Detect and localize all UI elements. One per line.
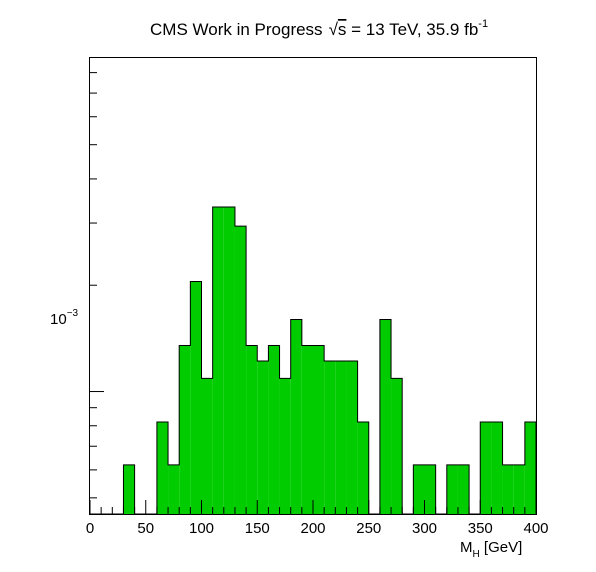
histogram-bar [179,345,191,514]
title-exponent: -1 [478,18,488,30]
x-tick-label: 150 [245,520,270,537]
histogram-bar [413,464,425,514]
x-axis-label-main: M [460,539,473,556]
histogram-bar [201,378,213,514]
histogram-bar [223,207,235,514]
histogram-bar [246,345,258,514]
histogram-bar [123,464,135,514]
histogram-bar [502,464,514,514]
plot-frame [89,57,537,515]
histogram-bar [212,207,224,514]
histogram-bar [457,464,470,514]
histogram-bar [234,226,247,514]
histogram-bar [279,378,291,514]
histogram-bar [379,319,392,514]
histogram-bar [324,361,336,514]
x-tick-label: 0 [86,520,94,537]
x-tick-label: 200 [300,520,325,537]
histogram-bar [268,345,280,514]
histogram-bar [190,281,202,514]
histogram-bar [491,421,503,514]
y-tick-label-exponent: −3 [67,308,79,319]
x-axis-tick-labels: 0 50 100 150 200 250 300 350 400 [86,520,549,537]
histogram-bar [335,361,347,514]
x-axis-ticks [89,500,537,514]
histogram-bar [446,464,458,514]
histogram-bar [346,361,358,514]
title-s: s [338,20,347,39]
histogram-bar [480,421,492,514]
histogram-outline [90,206,537,515]
histogram-bar [391,378,403,514]
x-tick-label: 50 [137,520,154,537]
histogram-bar [524,421,536,514]
histogram-bar [156,421,169,514]
histogram-bar [301,345,313,514]
chart-title: CMS Work in Progress √s = 13 TeV, 35.9 fb… [150,18,488,39]
x-tick-label: 400 [523,520,548,537]
x-axis-label-sub: H [473,549,480,560]
histogram-bars [123,207,536,514]
title-prefix: CMS Work in Progress [150,20,323,39]
x-tick-label: 100 [189,520,214,537]
y-axis-ticks [90,72,104,499]
histogram-bar [257,361,269,514]
histogram-bar [357,421,369,514]
title-sqrt-symbol: √ [329,20,339,39]
x-tick-label: 300 [412,520,437,537]
histogram-bar [290,319,302,514]
y-tick-label-base: 10 [50,311,67,328]
x-tick-label: 250 [356,520,381,537]
histogram-bar [424,464,436,514]
y-tick-label: 10−3 [50,308,79,328]
histogram-bar [513,464,525,514]
histogram-bar [313,345,325,514]
x-axis-label: MH [GeV] [460,539,522,560]
title-energy: = 13 TeV, 35.9 fb [346,20,478,39]
x-tick-label: 350 [468,520,493,537]
histogram-bar [168,464,180,514]
x-axis-label-unit: [GeV] [480,539,523,556]
